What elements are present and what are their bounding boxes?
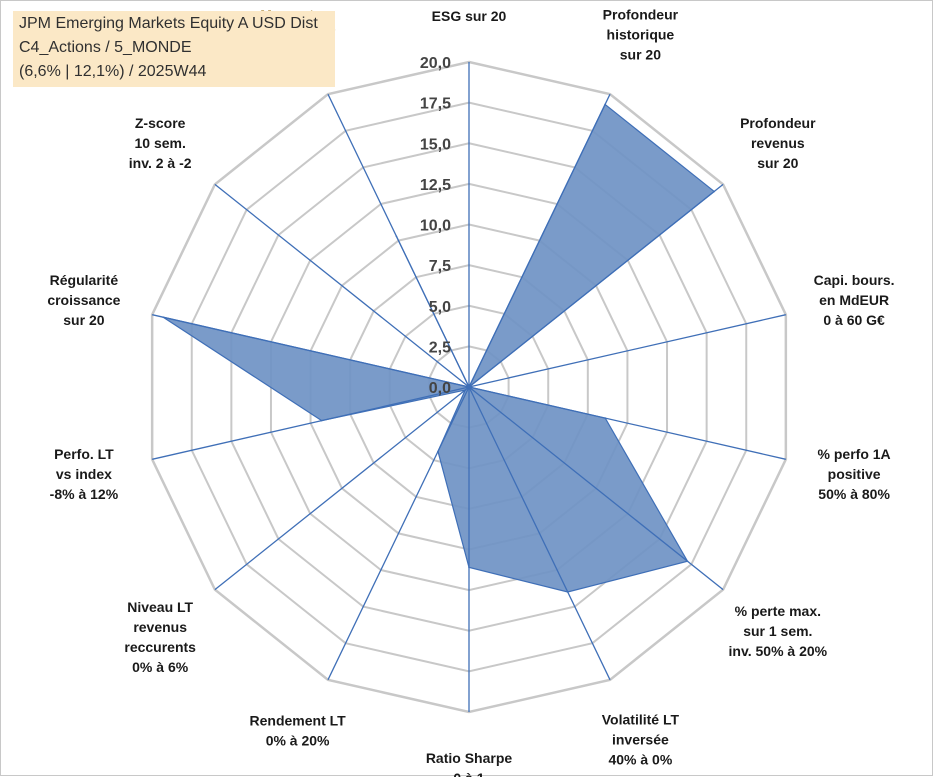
axis-label-5-line-1: sur 1 sem.: [743, 623, 812, 639]
radar-spokes: [152, 62, 786, 712]
axis-spoke-9: [214, 386, 470, 591]
axis-label-12: Z-score 10 sem. inv. 2 à -2: [129, 115, 192, 171]
axis-label-0: Note ESG sur 20: [432, 1, 507, 24]
axis-label-2-line-1: revenus: [751, 135, 805, 151]
axis-spoke-5: [468, 386, 724, 591]
axis-label-11-line-1: croissance: [47, 292, 120, 308]
tick-label-1: 2,5: [429, 339, 451, 356]
axis-label-2-line-0: Profondeur: [740, 115, 816, 131]
axis-label-12-line-1: 10 sem.: [134, 135, 185, 151]
radial-tick-labels: 0,0 2,5 5,0 7,5 10,0 12,5 15,0 17,5 20,0: [420, 55, 451, 397]
tick-label-6: 15,0: [420, 136, 451, 153]
axis-label-7-line-1: 0 à 1: [453, 770, 484, 777]
axis-spoke-2: [468, 183, 724, 388]
tick-label-8: 20,0: [420, 55, 451, 72]
axis-label-8-line-1: 0% à 20%: [266, 732, 330, 748]
axis-spoke-4: [468, 386, 786, 460]
axis-spoke-11: [152, 314, 470, 388]
axis-label-11: Régularité croissance sur 20: [47, 272, 120, 328]
axis-label-9-line-2: reccurents: [124, 639, 196, 655]
axis-label-4-line-0: % perfo 1A: [818, 446, 891, 462]
axis-label-11-line-2: sur 20: [63, 312, 104, 328]
axis-label-9: Niveau LT revenus reccurents 0% à 6%: [124, 599, 196, 675]
axis-label-3-line-0: Capi. bours.: [814, 272, 895, 288]
axis-label-1: Profondeur historique sur 20: [603, 7, 679, 63]
axis-label-7: Ratio Sharpe 0 à 1: [426, 750, 513, 777]
axis-label-3-line-1: en MdEUR: [819, 292, 889, 308]
fund-name: JPM Emerging Markets Equity A USD Dist: [19, 15, 318, 32]
axis-label-12-line-0: Z-score: [135, 115, 186, 131]
tick-label-3: 7,5: [429, 258, 451, 275]
axis-label-5-line-2: inv. 50% à 20%: [729, 643, 828, 659]
axis-label-1-line-0: Profondeur: [603, 7, 679, 23]
axis-label-6-line-1: inversée: [612, 731, 669, 747]
axis-spoke-1: [468, 93, 611, 388]
axis-label-10-line-1: vs index: [56, 466, 112, 482]
axis-spoke-3: [468, 314, 786, 388]
chart-title-box: JPM Emerging Markets Equity A USD Dist C…: [13, 11, 335, 87]
tick-label-4: 10,0: [420, 218, 451, 235]
axis-label-10-line-2: -8% à 12%: [50, 486, 119, 502]
axis-label-6-line-2: 40% à 0%: [608, 751, 672, 767]
tick-label-5: 12,5: [420, 177, 451, 194]
tick-label-2: 5,0: [429, 299, 451, 316]
axis-label-9-line-3: 0% à 6%: [132, 659, 189, 675]
axis-label-9-line-1: revenus: [133, 619, 187, 635]
tick-label-0: 0,0: [429, 380, 451, 397]
axis-label-2-line-2: sur 20: [757, 155, 798, 171]
axis-labels: Note ESG sur 20 Profondeur historique sur 20…: [47, 1, 894, 777]
axis-label-6-line-0: Volatilité LT: [602, 711, 680, 727]
axis-spoke-12: [214, 183, 470, 388]
axis-label-1-line-1: historique: [607, 27, 675, 43]
axis-label-9-line-0: Niveau LT: [127, 599, 193, 615]
axis-spoke-13: [327, 93, 470, 388]
axis-label-5-line-0: % perte max.: [735, 603, 821, 619]
axis-label-4-line-1: positive: [828, 466, 881, 482]
axis-label-0-line-0: Note: [453, 1, 484, 4]
axis-label-4-line-2: 50% à 80%: [818, 486, 890, 502]
tick-label-7: 17,5: [420, 96, 451, 113]
axis-label-12-line-2: inv. 2 à -2: [129, 155, 192, 171]
axis-label-0-line-1: ESG sur 20: [432, 8, 507, 24]
axis-label-11-line-0: Régularité: [50, 272, 119, 288]
axis-label-4: % perfo 1A positive 50% à 80%: [818, 446, 891, 502]
axis-label-3: Capi. bours. en MdEUR 0 à 60 G€: [814, 272, 895, 328]
fund-category: C4_Actions / 5_MONDE: [19, 39, 192, 56]
axis-spoke-8: [327, 386, 470, 681]
axis-label-5: % perte max. sur 1 sem. inv. 50% à 20%: [729, 603, 828, 659]
axis-label-1-line-2: sur 20: [620, 47, 661, 63]
fund-stats: (6,6% | 12,1%) / 2025W44: [19, 63, 207, 80]
axis-label-6: Volatilité LT inversée 40% à 0%: [602, 711, 680, 767]
axis-spoke-6: [468, 386, 611, 681]
axis-label-10: Perfo. LT vs index -8% à 12%: [50, 446, 119, 502]
axis-label-8: Rendement LT 0% à 20%: [250, 712, 347, 748]
axis-label-8-line-0: Rendement LT: [250, 712, 347, 728]
axis-spoke-10: [152, 386, 470, 460]
axis-label-10-line-0: Perfo. LT: [54, 446, 114, 462]
axis-label-2: Profondeur revenus sur 20: [740, 115, 816, 171]
axis-label-7-line-0: Ratio Sharpe: [426, 750, 513, 766]
axis-label-3-line-2: 0 à 60 G€: [823, 312, 885, 328]
